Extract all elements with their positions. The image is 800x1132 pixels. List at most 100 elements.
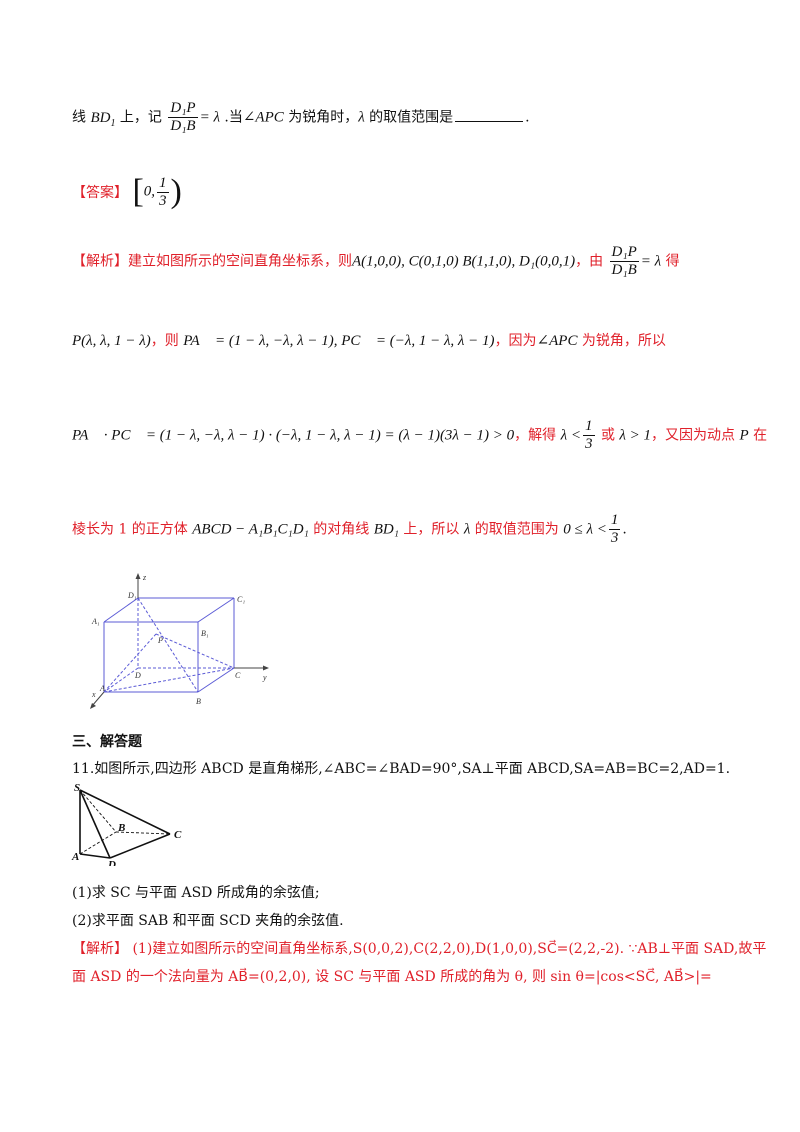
edge-sb — [79, 789, 117, 833]
analysis-angle: ∠APC — [536, 333, 578, 349]
q11-part-2: (2)求平面 SAB 和平面 SCD 夹角的余弦值. — [72, 913, 344, 929]
answer-line: 【答案】 [0, 1 3) — [72, 172, 182, 212]
label-s: S — [74, 782, 80, 794]
label-c: C — [174, 829, 182, 841]
edge-b1-c1 — [197, 597, 235, 623]
label-b1: B₁ — [201, 629, 209, 638]
label-c: C — [235, 671, 241, 680]
analysis-cube: ABCD − A₁B₁C₁D₁ — [192, 521, 309, 538]
label-p: P — [157, 636, 163, 645]
analysis-vectors: PA⃗ = (1 − λ, −λ, λ − 1), PC⃗ = (−λ, 1 −… — [183, 333, 495, 349]
answer-bracket-right: ) — [170, 173, 182, 210]
edge-b-c — [197, 667, 235, 693]
edge-ab — [79, 831, 117, 855]
analysis-text: ，由 — [575, 253, 604, 270]
analysis-text: 的对角线 — [308, 521, 374, 538]
axis-y-arrow — [263, 665, 269, 671]
analysis-line-1: 【解析】建立如图所示的空间直角坐标系，则A(1,0,0), C(0,1,0) B… — [72, 244, 680, 279]
q11-stem: 11.如图所示,四边形 ABCD 是直角梯形,∠ABC=∠BAD=90°,SA⊥… — [72, 761, 731, 777]
analysis-line-4: 棱长为 1 的正方体 ABCD − A₁B₁C₁D₁ 的对角线 BD₁ 上，所以… — [72, 512, 627, 547]
q10-bd1: BD1 — [90, 109, 116, 129]
answer-label: 【答案】 — [72, 185, 128, 201]
section-heading: 三、解答题 — [72, 734, 142, 750]
analysis-range: 0 ≤ λ < — [563, 521, 607, 538]
analysis-label: 【解析】 — [72, 253, 128, 270]
analysis-eq: = λ — [640, 253, 662, 270]
answer-zero: 0, — [143, 183, 156, 200]
analysis-fraction: D₁P D₁B — [609, 244, 639, 278]
edge-ad — [79, 853, 111, 859]
edge-dc — [109, 833, 171, 859]
edge-bc — [115, 831, 171, 835]
label-y: y — [262, 673, 267, 682]
q11-analysis-label: 【解析】 — [72, 941, 128, 957]
segment-ac — [103, 667, 235, 693]
label-d: D — [134, 671, 141, 680]
analysis-text: ，解得 — [514, 427, 557, 444]
label-b: B — [117, 822, 125, 834]
q10-stem-line: 线 BD1 上，记 D₁P D₁B = λ .当∠APC 为锐角时，λ 的取值范围是… — [72, 100, 530, 135]
q11-analysis-line-2: 面 ASD 的一个法向量为 AB⃗=(0,2,0), 设 SC 与平面 ASD … — [72, 966, 712, 986]
analysis-text: 在 — [748, 427, 768, 444]
analysis-text: 得 — [661, 253, 680, 270]
answer-bracket-left: [ — [132, 173, 144, 210]
label-a: A — [99, 684, 105, 693]
analysis-text: 的取值范围为 — [470, 521, 559, 538]
q11-analysis-line-1: 【解析】 (1)建立如图所示的空间直角坐标系,S(0,0,2),C(2,2,0)… — [72, 938, 766, 958]
q10-lambda: λ — [358, 109, 365, 126]
q10-text: 上，记 — [115, 109, 162, 126]
label-x: x — [91, 690, 96, 699]
analysis-lambda: λ — [463, 521, 471, 538]
q10-text: 线 — [72, 109, 91, 126]
analysis-p: P — [739, 427, 749, 444]
axis-z-arrow — [135, 573, 141, 579]
answer-blank — [455, 109, 524, 122]
analysis-line-3: PA⃗ · PC⃗ = (1 − λ, −λ, λ − 1) · (−λ, 1 … — [72, 418, 767, 453]
diagonal-bd1 — [137, 597, 199, 693]
analysis-text: ，又因为动点 — [651, 427, 740, 444]
axis-x-arrow — [90, 703, 96, 709]
pyramid-figure: S B C A D — [71, 782, 182, 866]
label-z: z — [142, 573, 147, 582]
analysis-ineq: λ > 1 — [619, 427, 652, 444]
q11-part-1: (1)求 SC 与平面 ASD 所成角的余弦值; — [72, 885, 320, 901]
analysis-line-2: P(λ, λ, 1 − λ)，则 PA⃗ = (1 − λ, −λ, λ − 1… — [72, 330, 666, 350]
analysis-text: 上，所以 — [398, 521, 464, 538]
q11-analysis-text: (1)建立如图所示的空间直角坐标系,S(0,0,2),C(2,2,0),D(1,… — [128, 941, 767, 957]
analysis-text: . — [622, 521, 627, 538]
q10-angle: ∠APC — [242, 109, 284, 126]
segment-pc — [155, 633, 235, 669]
analysis-coords: A(1,0,0), C(0,1,0) B(1,1,0), D₁(0,0,1) — [352, 253, 576, 270]
analysis-text: 棱长为 1 的正方体 — [72, 521, 193, 538]
label-a1: A₁ — [91, 617, 100, 626]
label-d: D — [107, 859, 116, 866]
q10-fraction: D₁P D₁B — [168, 100, 198, 134]
analysis-text: 为锐角，所以 — [577, 333, 666, 349]
axis-x — [91, 691, 105, 707]
edge-a1-d1 — [103, 597, 139, 623]
label-b: B — [196, 697, 201, 706]
analysis-text: ，因为 — [494, 333, 537, 349]
edge-sc — [79, 789, 171, 835]
segment-pa — [103, 633, 157, 693]
analysis-point-p: P(λ, λ, 1 − λ) — [72, 333, 151, 349]
q10-eq: = λ — [199, 109, 220, 126]
cube-figure: z y x D₁ C₁ A₁ B₁ P D C A B — [90, 573, 269, 709]
analysis-ineq: λ < — [560, 427, 581, 444]
q10-text: 的取值范围是 — [364, 109, 454, 126]
analysis-text: 建立如图所示的空间直角坐标系，则 — [128, 253, 352, 270]
analysis-text: ，则 — [150, 333, 179, 349]
analysis-text: 或 — [596, 427, 620, 444]
label-a: A — [71, 851, 79, 863]
q11-analysis-text: 面 ASD 的一个法向量为 AB⃗=(0,2,0), 设 SC 与平面 ASD … — [72, 969, 712, 985]
analysis-dot-product: PA⃗ · PC⃗ = (1 − λ, −λ, λ − 1) · (−λ, 1 … — [72, 427, 515, 444]
q10-text: .当 — [224, 109, 243, 126]
q10-text: . — [525, 109, 530, 126]
edge-sd — [79, 789, 111, 859]
analysis-bd1: BD₁ — [373, 521, 399, 538]
label-d1: D₁ — [127, 591, 137, 600]
q10-text: 为锐角时， — [283, 109, 359, 126]
